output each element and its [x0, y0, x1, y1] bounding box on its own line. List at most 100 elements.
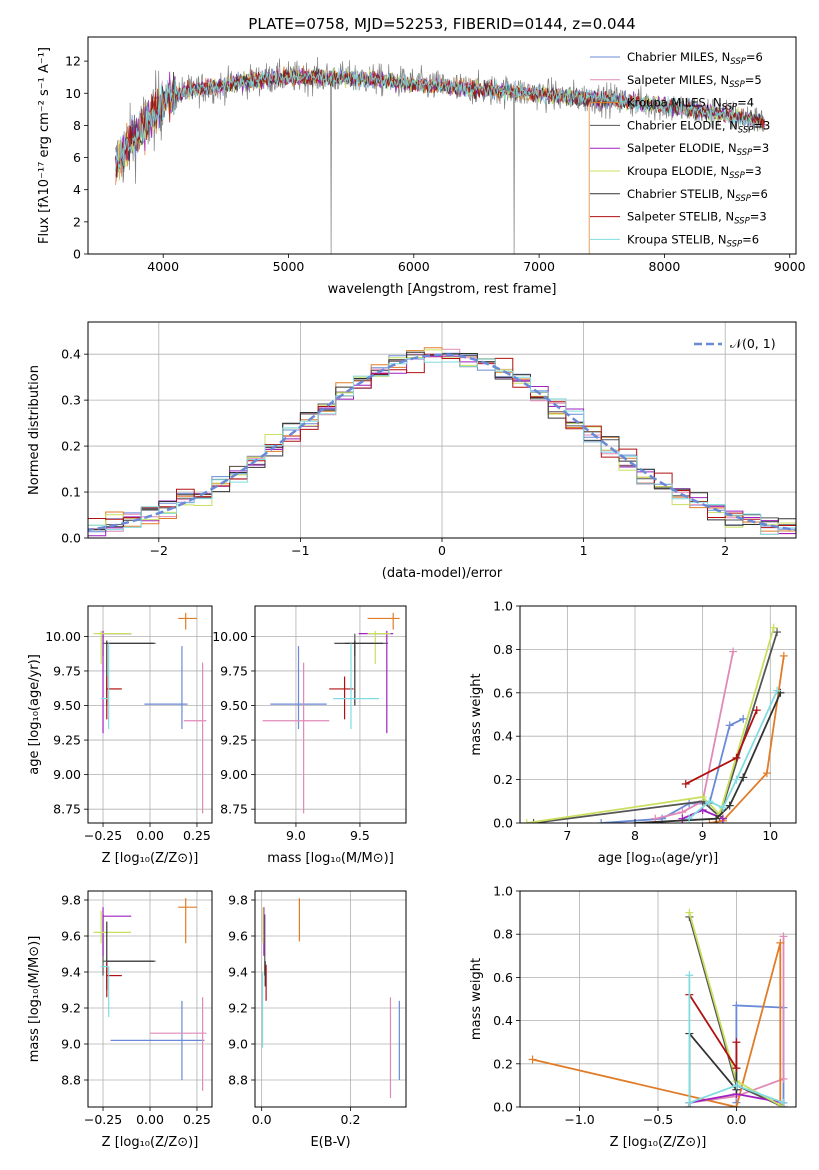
panel-weight-vs-age: 7 8 9 10 0.0 0.2 0.4 0.6 0.8 1.0 age [log₁₀(age/yr… — [469, 599, 797, 866]
weight-marker — [718, 814, 727, 823]
weight-marker — [705, 819, 714, 823]
weight-marker — [685, 908, 694, 917]
y-axis-label: mass weight — [469, 958, 484, 1040]
y-tick-label: 9.4 — [61, 965, 81, 980]
y-tick-label: 8.75 — [220, 802, 248, 817]
x-tick-label: 2 — [721, 543, 729, 558]
x-tick-label: 8000 — [649, 259, 681, 274]
legend-label: Chabrier MILES, NSSP=6 — [627, 50, 763, 67]
x-tick-label: 0.0 — [726, 1112, 746, 1127]
y-tick-label: 9.25 — [220, 733, 248, 748]
y-tick-label: 9.8 — [61, 893, 81, 908]
weight-line-kroupa-miles — [709, 655, 785, 823]
x-tick-label: 9 — [699, 828, 707, 843]
x-tick-label: 8 — [631, 828, 639, 843]
y-tick-label: 9.75 — [220, 663, 248, 678]
weight-marker — [725, 721, 734, 730]
panel-weight-vs-Z: −1.0 −0.5 0.0 0.0 0.2 0.4 0.6 0.8 1.0 Z [log₁₀(Z/… — [469, 884, 797, 1150]
weight-marker — [718, 803, 727, 812]
panel-mass-vs-Z: −0.25 0.00 0.25 8.8 9.0 9.2 9.4 9.6 9.8 Z [log₁₀(… — [27, 890, 213, 1150]
weight-marker — [752, 706, 761, 715]
weight-marker — [732, 775, 741, 784]
x-axis-label: age [log₁₀(age/yr)] — [598, 851, 719, 866]
y-tick-label: 0.0 — [493, 816, 513, 831]
x-axis-label: (data-model)/error — [382, 566, 503, 581]
errorbar-point — [178, 898, 197, 944]
errorbar-point — [150, 997, 207, 1091]
errorbar-point — [106, 963, 122, 998]
weight-marker — [773, 628, 782, 637]
weight-line-chabrier-elodie — [533, 631, 778, 823]
y-tick-label: 9.2 — [228, 1001, 248, 1016]
legend-label: Salpeter STELIB, NSSP=3 — [627, 210, 767, 227]
panel-spectrum: 4000 5000 6000 7000 8000 9000 0 2 4 6 8 10 12 wavelen… — [37, 36, 806, 297]
axes-frame — [87, 605, 213, 824]
legend-label: Kroupa MILES, NSSP=4 — [627, 96, 754, 113]
x-tick-label: 0.2 — [341, 1112, 361, 1127]
weight-marker — [732, 753, 741, 762]
y-tick-label: 9.50 — [53, 698, 81, 713]
y-tick-label: 9.6 — [228, 929, 248, 944]
legend-label: Kroupa STELIB, NSSP=6 — [627, 232, 759, 249]
weight-marker — [685, 971, 694, 980]
y-tick-label: 0.2 — [493, 772, 513, 787]
weight-marker — [732, 1064, 741, 1073]
x-tick-label: 7000 — [523, 259, 555, 274]
y-tick-label: 0.1 — [61, 485, 81, 500]
weight-marker — [528, 1055, 537, 1064]
x-tick-label: 4000 — [147, 259, 179, 274]
y-tick-label: 8.8 — [61, 1073, 81, 1088]
y-tick-label: 0 — [73, 247, 81, 262]
x-axis-label: Z [log₁₀(Z/Z⊙)] — [610, 1135, 707, 1150]
y-tick-label: 9.75 — [53, 663, 81, 678]
x-axis-label: wavelength [Angstrom, rest frame] — [328, 282, 557, 297]
legend: Chabrier MILES, NSSP=6 Salpeter MILES, NS… — [590, 50, 770, 249]
plot-area — [88, 347, 796, 537]
plot-area — [93, 612, 207, 814]
x-tick-label: 10 — [762, 828, 778, 843]
x-axis-label: Z [log₁₀(Z/Z⊙)] — [102, 1135, 199, 1150]
errorbar-point — [270, 646, 327, 730]
plot-area — [522, 623, 788, 823]
x-tick-label: 0.00 — [136, 1112, 164, 1127]
weight-marker — [732, 1081, 741, 1090]
y-tick-label: 0.0 — [493, 1100, 513, 1115]
x-tick-label: −2 — [150, 543, 168, 558]
y-tick-label: 1.0 — [493, 599, 513, 614]
x-tick-label: 7 — [563, 828, 571, 843]
weight-marker — [681, 779, 690, 788]
y-tick-label: 9.0 — [61, 1037, 81, 1052]
x-tick-label: 0.25 — [183, 828, 211, 843]
panel-age-vs-Z: −0.25 0.00 0.25 8.75 9.00 9.25 9.50 9.75 10.00 Z … — [27, 605, 213, 866]
weight-marker — [776, 938, 785, 947]
panel-age-vs-mass: 9.0 9.5 8.75 9.00 9.25 9.50 9.75 10.00 mass [log… — [212, 605, 407, 866]
x-tick-label: −0.25 — [84, 1112, 122, 1127]
weight-line-salpeter-stelib — [688, 994, 738, 1072]
weight-marker — [739, 714, 748, 723]
weight-marker — [631, 819, 639, 823]
y-tick-label: 2 — [73, 214, 81, 229]
x-axis-label: Z [log₁₀(Z/Z⊙)] — [102, 851, 199, 866]
y-tick-label: 4 — [73, 182, 81, 197]
weight-marker — [705, 797, 714, 806]
y-axis-label: age [log₁₀(age/yr)] — [27, 654, 42, 775]
x-tick-label: 0.25 — [183, 1112, 211, 1127]
errorbar-point — [183, 662, 207, 814]
y-tick-label: 0.8 — [493, 642, 513, 657]
weight-marker — [769, 623, 778, 632]
y-tick-label: 9.00 — [53, 767, 81, 782]
x-tick-label: 0.00 — [136, 828, 164, 843]
plot-area — [261, 898, 400, 1098]
y-tick-label: 0.8 — [493, 927, 513, 942]
y-tick-label: 8 — [73, 118, 81, 133]
weight-line-kroupa-stelib — [688, 975, 784, 1104]
y-tick-label: 0.3 — [61, 393, 81, 408]
errorbar-point — [333, 643, 380, 730]
weight-marker — [739, 773, 748, 782]
weight-marker — [762, 769, 771, 778]
errorbar-point — [102, 633, 156, 656]
weight-line-salpeter-miles — [655, 651, 734, 820]
weight-marker — [732, 1038, 741, 1047]
weight-marker — [779, 932, 788, 941]
errorbar-point — [102, 914, 156, 976]
